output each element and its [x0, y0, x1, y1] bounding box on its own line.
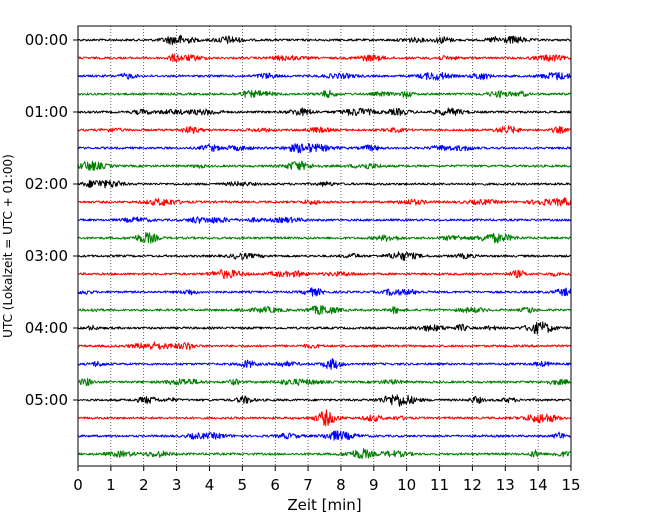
x-tick-label-14: 14: [529, 476, 548, 494]
y-tick-label-0500: 05:00: [25, 391, 68, 409]
trace-0300: [77, 251, 572, 261]
trace-0515: [77, 409, 572, 427]
x-tick-label-13: 13: [496, 476, 515, 494]
y-axis-label: UTC (Lokalzeit = UTC + 01:00): [1, 154, 15, 338]
x-tick-label-4: 4: [205, 476, 215, 494]
x-tick-label-6: 6: [270, 476, 280, 494]
y-axis-ticks: 00:00 01:00 02:00 03:00 04:00 05:00: [25, 31, 78, 409]
trace-0400: [77, 321, 572, 335]
x-tick-label-1: 1: [106, 476, 116, 494]
x-tick-label-11: 11: [430, 476, 449, 494]
trace-0100: [77, 107, 572, 117]
trace-0245: [77, 231, 572, 244]
trace-0315: [77, 269, 572, 279]
trace-0430: [77, 357, 572, 371]
x-tick-label-7: 7: [303, 476, 313, 494]
x-axis-ticks: 0 1 2 3 4 5 6 7 8 9 10 11 12 13 14 15: [73, 466, 581, 494]
x-tick-label-9: 9: [369, 476, 379, 494]
x-tick-label-12: 12: [463, 476, 482, 494]
trace-0215: [77, 197, 572, 207]
y-tick-label-0400: 04:00: [25, 319, 68, 337]
trace-0015: [77, 53, 572, 63]
trace-0500: [77, 394, 572, 407]
trace-0530: [77, 430, 572, 441]
x-tick-label-0: 0: [73, 476, 83, 494]
y-tick-label-0100: 01:00: [25, 103, 68, 121]
y-tick-label-0200: 02:00: [25, 175, 68, 193]
trace-0415: [77, 341, 572, 351]
trace-0200: [77, 179, 572, 189]
plot-frame: [77, 25, 572, 467]
x-tick-label-3: 3: [172, 476, 182, 494]
x-tick-label-8: 8: [336, 476, 346, 494]
trace-0000: [77, 34, 572, 46]
x-axis-label: Zeit [min]: [287, 496, 361, 514]
trace-0130: [77, 143, 572, 154]
trace-0445: [77, 377, 572, 387]
x-tick-label-5: 5: [238, 476, 248, 494]
trace-0330: [77, 287, 572, 297]
plot-area-background: [78, 26, 571, 466]
y-tick-label-0000: 00:00: [25, 31, 68, 49]
x-tick-label-15: 15: [561, 476, 580, 494]
trace-0345: [77, 305, 572, 315]
x-tick-label-2: 2: [139, 476, 149, 494]
seismic-traces: [77, 34, 572, 459]
trace-0230: [77, 216, 572, 224]
x-gridlines: [110, 26, 539, 466]
trace-0115: [77, 125, 572, 135]
x-tick-label-10: 10: [397, 476, 416, 494]
trace-0545: [77, 447, 572, 459]
trace-0030: [77, 71, 572, 81]
y-tick-label-0300: 03:00: [25, 247, 68, 265]
trace-0145: [77, 160, 572, 171]
trace-0045: [77, 89, 572, 99]
